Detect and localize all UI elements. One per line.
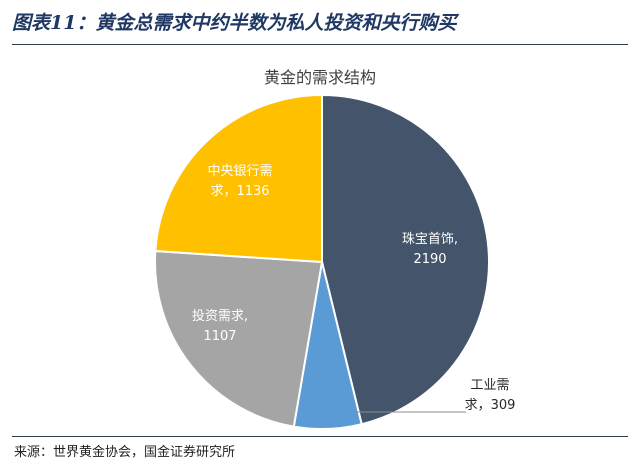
slice-label-1: 珠宝首饰, 2190	[402, 232, 458, 267]
pie-slice-1	[321, 93, 490, 426]
chart-title: 黄金的需求结构	[263, 68, 376, 87]
slice-label-4: 中央银行需求，1136	[207, 164, 272, 199]
top-rule	[12, 44, 628, 45]
source-note: 来源：世界黄金协会，国金证券研究所	[14, 445, 236, 460]
slice-label-2: 工业需求，309	[465, 378, 516, 413]
figure-title: 图表11：黄金总需求中约半数为私人投资和央行购买	[12, 12, 457, 34]
pie-slice-3	[154, 249, 324, 428]
slice-label-3: 投资需求, 1107	[192, 308, 248, 344]
bottom-rule	[12, 436, 628, 437]
pie-slice-4	[154, 93, 323, 264]
